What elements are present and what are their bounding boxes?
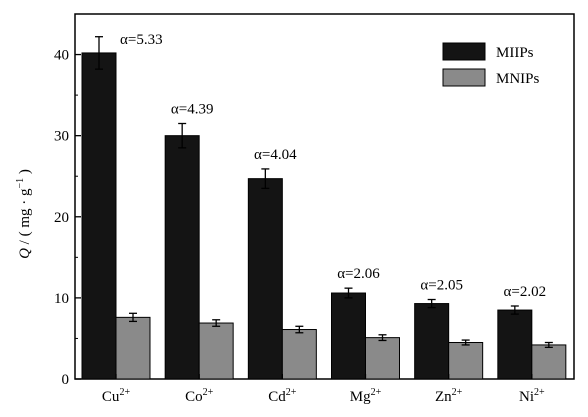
x-tick-label-element: Cu <box>102 389 120 405</box>
bar-mnips-cd <box>281 329 317 380</box>
y-tick-label-4: 40 <box>54 48 69 64</box>
x-tick-label-cu: Cu2+ <box>102 387 131 405</box>
y-tick-label-3: 30 <box>54 129 69 145</box>
legend-label-mnips: MNIPs <box>496 71 540 87</box>
bar-miips-zn <box>414 303 450 380</box>
bar-mnips-zn <box>448 342 484 380</box>
x-tick-label-element: Co <box>185 389 203 405</box>
bar-miips-cd <box>247 178 283 380</box>
bar-miips-cu <box>81 52 117 380</box>
x-tick-label-element: Zn <box>435 389 452 405</box>
x-tick-label-element: Cd <box>268 389 286 405</box>
x-tick-label-charge: 2+ <box>452 387 463 398</box>
legend-swatch-mnips <box>442 68 486 87</box>
alpha-annotation-cd: α=4.04 <box>254 147 297 163</box>
y-tick-label-1: 10 <box>54 291 69 307</box>
y-tick-label-2: 20 <box>54 210 69 226</box>
legend: MIIPs MNIPs <box>442 42 540 87</box>
bar-mnips-mg <box>365 337 400 380</box>
x-tick-label-charge: 2+ <box>119 387 130 398</box>
bar-miips-ni <box>497 309 533 380</box>
x-tick-label-mg: Mg2+ <box>350 387 382 405</box>
x-tick-label-zn: Zn2+ <box>435 387 463 405</box>
x-tick-label-cd: Cd2+ <box>268 387 297 405</box>
bar-mnips-ni <box>531 344 567 380</box>
bar-mnips-cu <box>115 316 151 380</box>
x-tick-label-charge: 2+ <box>286 387 297 398</box>
x-tick-label-charge: 2+ <box>371 387 382 398</box>
x-tick-label-charge: 2+ <box>534 387 545 398</box>
x-tick-label-element: Mg <box>350 389 371 405</box>
plot-frame <box>74 13 575 380</box>
alpha-annotation-ni: α=2.02 <box>504 284 547 300</box>
y-tick-label-0: 0 <box>62 372 70 388</box>
alpha-annotation-co: α=4.39 <box>171 102 214 118</box>
x-tick-label-ni: Ni2+ <box>519 387 545 405</box>
x-tick-label-co: Co2+ <box>185 387 214 405</box>
y-axis-title-close: ) <box>17 169 33 178</box>
x-tick-label-element: Ni <box>519 389 534 405</box>
alpha-annotation-zn: α=2.05 <box>420 278 463 294</box>
alpha-annotation-mg: α=2.06 <box>337 266 380 282</box>
y-axis-title-units: / ( mg · g <box>17 188 33 248</box>
legend-label-miips: MIIPs <box>496 45 534 61</box>
bar-miips-mg <box>331 292 366 380</box>
bar-miips-co <box>164 135 200 380</box>
alpha-annotation-cu: α=5.33 <box>120 32 163 48</box>
plot-area: 010203040Cu2+α=5.33Co2+α=4.39Cd2+α=4.04M… <box>54 13 575 405</box>
legend-swatch-miips <box>442 42 486 61</box>
x-tick-label-charge: 2+ <box>203 387 214 398</box>
y-axis-title: Q / ( mg · g−1 ) <box>15 169 33 259</box>
bar-mnips-co <box>198 322 234 380</box>
y-axis-title-symbol: Q <box>17 248 33 259</box>
y-axis-title-exponent: −1 <box>15 178 26 189</box>
